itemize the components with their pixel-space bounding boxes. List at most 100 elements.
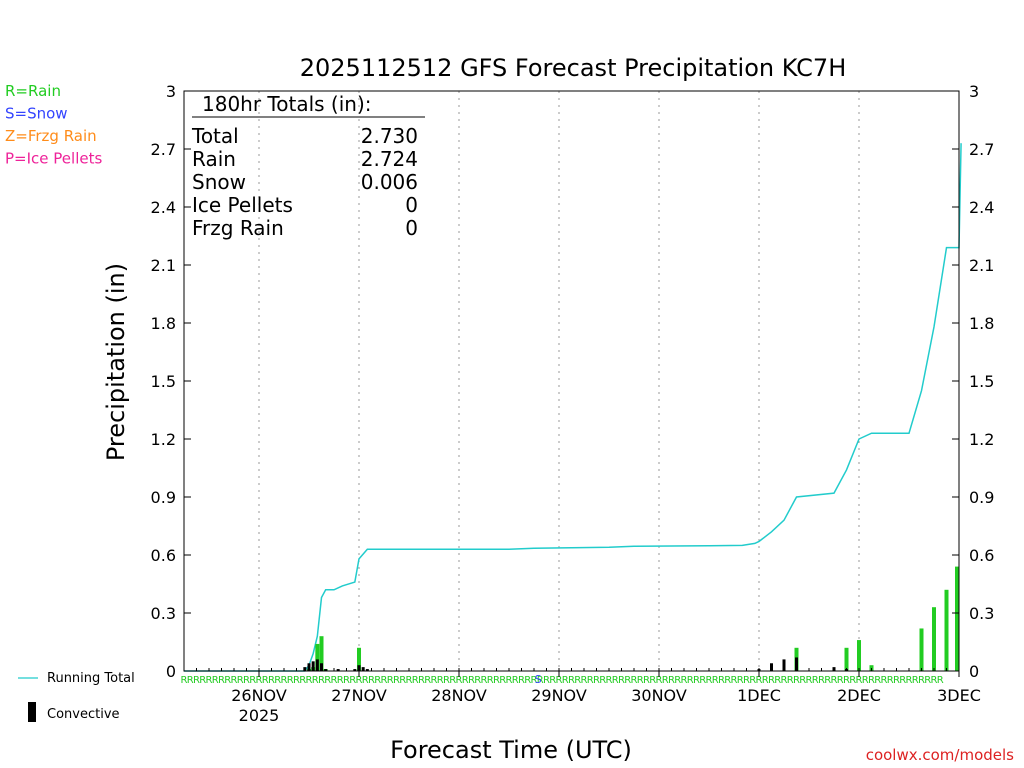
y-tick-label-left: 0.9 <box>151 488 176 507</box>
rain-type-mark: R <box>543 675 550 686</box>
rain-type-mark: R <box>649 675 656 686</box>
rain-type-mark: R <box>318 675 325 686</box>
y-tick-label-right: 0 <box>969 662 979 681</box>
series-legend: Running Total Convective <box>18 671 135 722</box>
rain-type-mark: R <box>599 675 606 686</box>
rain-bar <box>919 628 924 671</box>
y-axis-left: 0 0.3 0.6 0.9 1.2 1.5 1.8 2.1 2.4 2.7 3 <box>151 82 191 681</box>
y-tick-label-right: 0.3 <box>969 604 994 623</box>
convective-legend-swatch <box>28 702 36 722</box>
credit-text: coolwx.com/models <box>866 746 1014 764</box>
y-tick-label-right: 1.2 <box>969 430 994 449</box>
rain-type-mark: R <box>281 675 288 686</box>
rain-type-mark: R <box>356 675 363 686</box>
convective-bar <box>307 663 311 671</box>
rain-type-mark: R <box>681 675 688 686</box>
rain-type-mark: R <box>293 675 300 686</box>
running-total-legend-label: Running Total <box>47 671 135 686</box>
rain-type-mark: R <box>406 675 413 686</box>
convective-bar <box>353 669 357 671</box>
rain-type-mark: R <box>362 675 369 686</box>
rain-type-mark: R <box>581 675 588 686</box>
rain-type-mark: R <box>762 675 769 686</box>
rain-type-mark: R <box>818 675 825 686</box>
rain-bar <box>315 643 320 671</box>
y-tick-label-right: 2.4 <box>969 198 994 217</box>
rain-type-mark: R <box>806 675 813 686</box>
rain-type-mark: R <box>212 675 219 686</box>
rain-type-mark: R <box>799 675 806 686</box>
totals-row-label: Ice Pellets <box>192 193 293 217</box>
rain-type-mark: R <box>274 675 281 686</box>
y-tick-label-right: 2.7 <box>969 140 994 159</box>
rain-type-mark: R <box>812 675 819 686</box>
rain-type-mark: R <box>756 675 763 686</box>
rain-type-mark: R <box>368 675 375 686</box>
rain-type-mark: R <box>868 675 875 686</box>
x-tick-label: 27NOV <box>331 686 387 705</box>
rain-type-mark: R <box>349 675 356 686</box>
rain-type-mark: R <box>381 675 388 686</box>
rain-type-mark: R <box>468 675 475 686</box>
x-tick-label: 26NOV <box>231 686 287 705</box>
x-tick-label: 3DEC <box>937 686 981 705</box>
y-tick-label-right: 0.6 <box>969 546 994 565</box>
rain-bar <box>932 607 936 671</box>
rain-type-mark: R <box>399 675 406 686</box>
rain-type-mark: R <box>537 675 544 686</box>
chart-title: 2025112512 GFS Forecast Precipitation KC… <box>300 54 847 82</box>
rain-type-mark: R <box>937 675 944 686</box>
convective-bar <box>782 659 786 671</box>
rain-type-mark: R <box>743 675 750 686</box>
rain-type-mark: R <box>462 675 469 686</box>
totals-rows: Total 2.730 Rain 2.724 Snow 0.006 Ice Pellets 0… <box>191 124 418 240</box>
precip-type-legend-item: Z=Frzg Rain <box>5 127 97 145</box>
totals-row-value: 0 <box>405 193 418 217</box>
x-axis-label: Forecast Time (UTC) <box>390 736 632 764</box>
rain-type-mark: R <box>824 675 831 686</box>
rain-type-mark: R <box>231 675 238 686</box>
rain-type-mark: R <box>343 675 350 686</box>
rain-type-mark: R <box>656 675 663 686</box>
rain-type-mark: R <box>918 675 925 686</box>
rain-type-mark: R <box>443 675 450 686</box>
rain-type-mark: R <box>418 675 425 686</box>
y-tick-label-right: 1.8 <box>969 314 994 333</box>
precip-type-legend-item: S=Snow <box>5 105 68 123</box>
rain-type-mark: R <box>187 675 194 686</box>
totals-row-label: Frzg Rain <box>192 216 284 240</box>
rain-type-mark: R <box>612 675 619 686</box>
rain-bar <box>844 647 849 671</box>
rain-type-mark: R <box>549 675 556 686</box>
rain-type-mark: R <box>587 675 594 686</box>
running-total-line <box>184 143 962 672</box>
y-tick-label-right: 1.5 <box>969 372 994 391</box>
rain-type-mark: R <box>731 675 738 686</box>
rain-type-mark: R <box>893 675 900 686</box>
rain-type-mark: R <box>524 675 531 686</box>
x-tick-sublabel: 2025 <box>239 706 280 725</box>
y-tick-label-left: 3 <box>166 82 176 101</box>
rain-type-mark: R <box>874 675 881 686</box>
rain-type-mark: R <box>662 675 669 686</box>
totals-box: 180hr Totals (in): Total 2.730 Rain 2.724 Sn… <box>191 92 425 240</box>
convective-bar <box>336 669 340 671</box>
rain-type-mark: R <box>618 675 625 686</box>
rain-type-mark: R <box>724 675 731 686</box>
rain-type-mark: R <box>199 675 206 686</box>
rain-type-mark: R <box>206 675 213 686</box>
rain-type-mark: R <box>712 675 719 686</box>
x-tick-label: 29NOV <box>531 686 587 705</box>
x-tick-label: 28NOV <box>431 686 487 705</box>
rain-type-mark: R <box>474 675 481 686</box>
rain-type-mark: R <box>912 675 919 686</box>
rain-bar <box>944 589 949 671</box>
rain-type-mark: R <box>437 675 444 686</box>
rain-type-mark: R <box>737 675 744 686</box>
rain-type-mark: R <box>881 675 888 686</box>
rain-type-mark: R <box>256 675 263 686</box>
rain-type-mark: R <box>699 675 706 686</box>
convective-bar <box>324 669 328 671</box>
